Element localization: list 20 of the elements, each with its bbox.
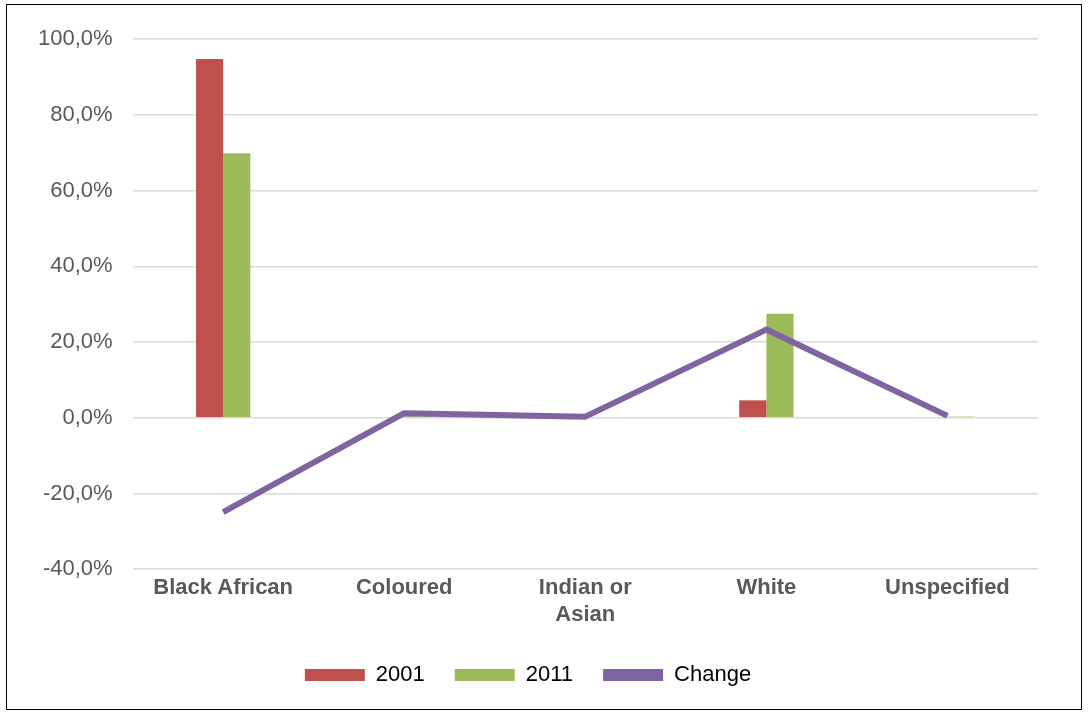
- y-tick-label: 20,0%: [50, 328, 113, 354]
- y-tick-label: 80,0%: [50, 100, 113, 126]
- bar: [195, 58, 224, 418]
- y-tick-label: 0,0%: [62, 403, 113, 429]
- y-tick-label: 100,0%: [37, 25, 113, 51]
- y-tick-label: -40,0%: [42, 555, 113, 581]
- x-tick-label: Indian or Asian: [538, 574, 633, 626]
- x-tick-label: Black African: [153, 574, 294, 600]
- x-tick-label: Unspecified: [885, 574, 1010, 600]
- legend-label: 2001: [375, 661, 425, 687]
- legend-label: 2011: [525, 661, 574, 687]
- legend-label: Change: [674, 661, 752, 687]
- y-tick-label: 60,0%: [50, 176, 113, 202]
- bar: [223, 153, 251, 418]
- y-tick-label: -20,0%: [42, 479, 113, 505]
- x-tick-label: White: [736, 574, 797, 600]
- bar: [766, 313, 794, 418]
- x-tick-label: Coloured: [355, 574, 453, 600]
- bar: [739, 400, 767, 418]
- y-tick-label: 40,0%: [50, 252, 113, 278]
